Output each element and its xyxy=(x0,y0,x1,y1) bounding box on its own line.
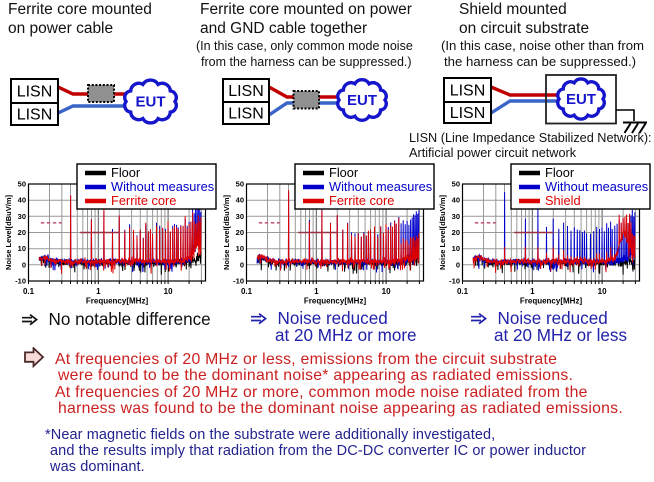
svg-text:LISN: LISN xyxy=(228,106,264,123)
svg-text:30: 30 xyxy=(18,212,26,221)
svg-text:Frequency[MHz]: Frequency[MHz] xyxy=(303,297,366,306)
svg-text:0.1: 0.1 xyxy=(457,287,469,296)
svg-text:Without measures: Without measures xyxy=(329,179,432,194)
svg-text:1: 1 xyxy=(314,287,319,296)
svg-text:Without measures: Without measures xyxy=(111,179,214,194)
svg-text:1: 1 xyxy=(96,287,101,296)
svg-text:LISN: LISN xyxy=(17,107,53,124)
svg-text:Shield: Shield xyxy=(545,193,581,208)
svg-text:Ferrite core: Ferrite core xyxy=(329,193,394,208)
svg-text:10: 10 xyxy=(381,287,390,296)
svg-text:40: 40 xyxy=(235,196,243,205)
svg-text:20: 20 xyxy=(235,228,243,237)
svg-text:10: 10 xyxy=(18,244,26,253)
svg-text:Frequency[MHz]: Frequency[MHz] xyxy=(520,297,583,306)
svg-text:10: 10 xyxy=(235,244,243,253)
svg-text:50: 50 xyxy=(18,180,26,189)
svg-text:-10: -10 xyxy=(233,277,244,286)
svg-text:EUT: EUT xyxy=(566,91,596,108)
svg-text:Without measures: Without measures xyxy=(545,179,648,194)
svg-text:40: 40 xyxy=(18,196,26,205)
svg-text:50: 50 xyxy=(452,180,460,189)
svg-text:10: 10 xyxy=(452,244,460,253)
svg-text:30: 30 xyxy=(235,212,243,221)
svg-text:Noise Level[dBuV/m]: Noise Level[dBuV/m] xyxy=(222,194,231,270)
svg-text:EUT: EUT xyxy=(136,94,166,111)
svg-text:EUT: EUT xyxy=(347,92,377,109)
svg-text:LISN: LISN xyxy=(450,105,486,122)
svg-text:Ferrite core: Ferrite core xyxy=(111,193,176,208)
svg-text:Floor: Floor xyxy=(329,165,359,180)
svg-text:LISN: LISN xyxy=(228,83,264,100)
svg-text:Noise Level[dBuV/m]: Noise Level[dBuV/m] xyxy=(438,194,447,270)
svg-text:20: 20 xyxy=(452,228,460,237)
svg-text:0.1: 0.1 xyxy=(23,287,35,296)
svg-text:0: 0 xyxy=(456,260,460,269)
svg-text:40: 40 xyxy=(452,196,460,205)
svg-text:-10: -10 xyxy=(449,277,460,286)
svg-text:-10: -10 xyxy=(15,277,26,286)
svg-text:50: 50 xyxy=(235,180,243,189)
svg-text:Noise Level[dBuV/m]: Noise Level[dBuV/m] xyxy=(4,194,13,270)
svg-text:0.1: 0.1 xyxy=(240,287,252,296)
svg-text:1: 1 xyxy=(530,287,535,296)
svg-text:Floor: Floor xyxy=(545,165,575,180)
svg-text:Frequency[MHz]: Frequency[MHz] xyxy=(86,297,149,306)
svg-text:LISN: LISN xyxy=(450,83,486,100)
svg-text:LISN: LISN xyxy=(17,84,53,101)
svg-text:10: 10 xyxy=(598,287,607,296)
svg-text:0: 0 xyxy=(22,260,26,269)
svg-text:0: 0 xyxy=(239,260,243,269)
svg-text:10: 10 xyxy=(164,287,173,296)
svg-text:30: 30 xyxy=(452,212,460,221)
svg-text:20: 20 xyxy=(18,228,26,237)
svg-text:Floor: Floor xyxy=(111,165,141,180)
